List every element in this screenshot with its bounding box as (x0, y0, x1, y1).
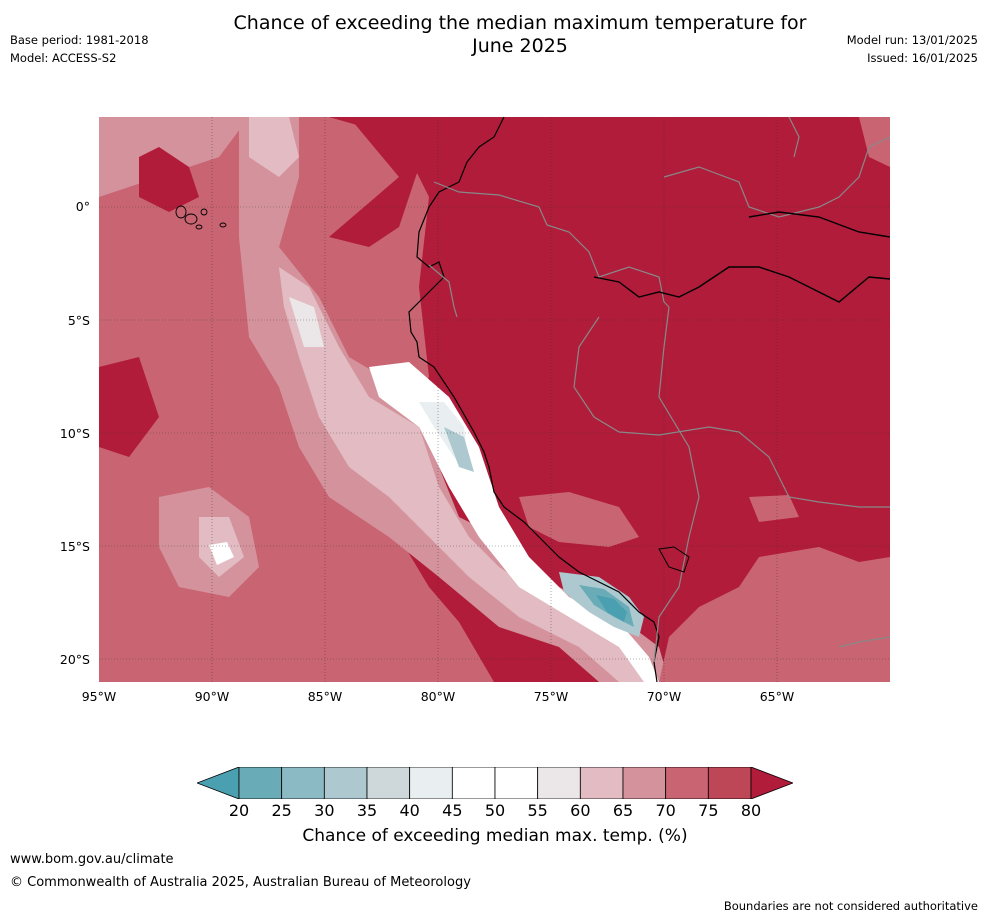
lat-label-5s: 5°S (67, 313, 90, 328)
colorbar-segment (409, 766, 453, 800)
colorbar (195, 766, 795, 800)
lon-label-80w: 80°W (420, 689, 456, 704)
model-run: Model run: 13/01/2025 (846, 33, 978, 47)
coastal-patch-light-a (289, 297, 324, 347)
colorbar-tick-label: 45 (442, 801, 463, 820)
coastline (408, 117, 660, 682)
colorbar-tick-label: 75 (698, 801, 719, 820)
lat-label-10s: 10°S (59, 426, 90, 441)
lon-label-70w: 70°W (646, 689, 682, 704)
coastal-patch-35 (444, 427, 474, 472)
map-canvas (99, 117, 890, 682)
colorbar-tick-label: 55 (527, 801, 548, 820)
ocean-spot-white (209, 542, 234, 565)
rivers (593, 211, 890, 303)
colorbar-tick-label: 25 (271, 801, 292, 820)
colorbar-tick-label: 35 (356, 801, 378, 820)
colorbar-segment (494, 766, 539, 800)
lat-label-0: 0° (75, 199, 90, 214)
map-gridlines (99, 117, 890, 682)
lat-label-15s: 15°S (59, 539, 90, 554)
forecast-map (99, 117, 890, 682)
base-period: Base period: 1981-2018 (10, 33, 149, 47)
colorbar-svg (195, 766, 795, 800)
country-borders (428, 117, 890, 663)
model-name: Model: ACCESS-S2 (10, 51, 117, 65)
colorbar-segment (622, 766, 667, 800)
footer-copyright: © Commonwealth of Australia 2025, Austra… (10, 875, 471, 890)
lat-label-20s: 20°S (59, 652, 90, 667)
lon-label-75w: 75°W (533, 689, 569, 704)
land-patch-peru (519, 492, 639, 547)
land-patch-south (659, 547, 890, 682)
lon-label-95w: 95°W (81, 689, 117, 704)
colorbar-tick-label: 30 (314, 801, 335, 820)
chart-title: Chance of exceeding the median maximum t… (190, 12, 850, 58)
galapagos-hotspot (139, 147, 199, 212)
ocean-patch-north-light (249, 117, 299, 177)
colorbar-tick-label: 20 (228, 801, 250, 820)
coastal-band-60 (279, 267, 644, 682)
ocean-patch-north (329, 117, 419, 247)
colorbar-tick-label: 80 (740, 801, 762, 820)
colorbar-segment (238, 766, 283, 800)
colorbar-segment (665, 766, 709, 800)
colorbar-tick-label: 60 (570, 801, 591, 820)
colorbar-segment (537, 766, 581, 800)
land-patch-north (859, 117, 890, 167)
colorbar-segment (451, 766, 496, 800)
lon-label-65w: 65°W (759, 689, 795, 704)
colorbar-segment (281, 766, 325, 800)
colorbar-segment (579, 766, 624, 800)
land-patch-bolivia (749, 495, 799, 522)
footer-url[interactable]: www.bom.gov.au/climate (10, 852, 174, 867)
colorbar-tick-label: 70 (655, 801, 676, 820)
issued-date: Issued: 16/01/2025 (867, 51, 978, 65)
lake-titicaca (658, 546, 690, 573)
ocean-patch-west (99, 357, 159, 457)
title-line-2: June 2025 (472, 35, 568, 57)
colorbar-segment (366, 766, 411, 800)
title-line-1: Chance of exceeding the median maximum t… (233, 12, 807, 34)
colorbar-arrow-high (750, 766, 795, 800)
coastal-band-50 (369, 362, 659, 682)
colorbar-segment (323, 766, 368, 800)
meta-right: Model run: 13/01/2025 Issued: 16/01/2025 (847, 31, 978, 67)
colorbar-tick-label: 65 (612, 801, 634, 820)
colorbar-label: Chance of exceeding median max. temp. (%… (302, 826, 688, 846)
colorbar-tick-label: 40 (399, 801, 420, 820)
meta-left: Base period: 1981-2018 Model: ACCESS-S2 (10, 31, 149, 67)
colorbar-arrow-low (195, 766, 240, 800)
galapagos-islands (175, 205, 227, 230)
coastal-patch-south-20 (596, 595, 627, 622)
colorbar-segment (707, 766, 752, 800)
footer-disclaimer: Boundaries are not considered authoritat… (723, 899, 978, 913)
colorbar-tick-label: 50 (484, 801, 506, 820)
lon-label-90w: 90°W (194, 689, 230, 704)
lon-label-85w: 85°W (307, 689, 343, 704)
